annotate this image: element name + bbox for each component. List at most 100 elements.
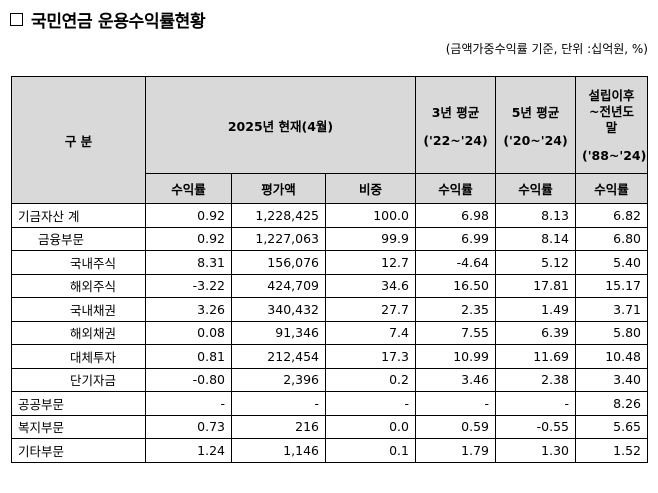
table-row: 복지부문 0.73 216 0.0 0.59 -0.55 5.65 [11, 414, 648, 439]
table-cell: 6.39 [495, 320, 576, 345]
table-cell: 2.38 [495, 367, 576, 392]
table-cell: 12.7 [325, 250, 416, 275]
table-cell: - [325, 391, 416, 416]
table-cell: 0.0 [325, 414, 416, 439]
table-cell: 0.73 [145, 414, 232, 439]
table-cell: 2.35 [415, 297, 496, 322]
row-label: 대체투자 [11, 344, 146, 369]
row-label: 해외채권 [11, 320, 146, 345]
page-title-text: 국민연금 운용수익률현황 [31, 11, 206, 32]
table-cell: 1,146 [231, 438, 326, 463]
table-cell: 340,432 [231, 297, 326, 322]
table-row: 금융부문 0.92 1,227,063 99.9 6.99 8.14 6.80 [11, 226, 648, 251]
header-avg5-period: ('20~'24) [503, 133, 568, 148]
subheader-cell: 수익률 [415, 173, 496, 204]
table-cell: - [145, 391, 232, 416]
table-cell: 99.9 [325, 226, 416, 251]
table-cell: 8.13 [495, 203, 576, 228]
table-row: 대체투자 0.81 212,454 17.3 10.99 11.69 10.48 [11, 344, 648, 369]
table-row: 기타부문 1.24 1,146 0.1 1.79 1.30 1.52 [11, 438, 648, 463]
table-cell: 1.52 [575, 438, 648, 463]
table-cell: - [231, 391, 326, 416]
subheader-cell: 수익률 [495, 173, 576, 204]
header-category: 구 분 [11, 76, 146, 204]
table-cell: -3.22 [145, 273, 232, 298]
table-cell: 1.24 [145, 438, 232, 463]
checkbox-square-icon [10, 12, 23, 26]
table-cell: 7.4 [325, 320, 416, 345]
table-cell: -0.80 [145, 367, 232, 392]
header-avg3-label: 3년 평균 [431, 105, 480, 120]
header-since-label: 설립이후 ~전년도 말 [588, 87, 635, 135]
table-cell: 100.0 [325, 203, 416, 228]
header-avg3: 3년 평균 ('22~'24) [415, 76, 496, 174]
table-cell: 156,076 [231, 250, 326, 275]
row-label: 금융부문 [11, 226, 146, 251]
table-cell: 3.71 [575, 297, 648, 322]
table-cell: 91,346 [231, 320, 326, 345]
table-cell: 3.40 [575, 367, 648, 392]
table-cell: 1,227,063 [231, 226, 326, 251]
table-cell: 3.26 [145, 297, 232, 322]
table-cell: - [415, 391, 496, 416]
table-cell: 2,396 [231, 367, 326, 392]
table-cell: 0.92 [145, 226, 232, 251]
table-cell: 11.69 [495, 344, 576, 369]
header-avg5: 5년 평균 ('20~'24) [495, 76, 576, 174]
subheader-cell: 수익률 [575, 173, 648, 204]
header-current: 2025년 현재(4월) [145, 76, 416, 174]
table-row: 단기자금 -0.80 2,396 0.2 3.46 2.38 3.40 [11, 367, 648, 392]
table-cell: -0.55 [495, 414, 576, 439]
returns-table: 구 분 2025년 현재(4월) 3년 평균 ('22~'24) 5년 평균 (… [11, 76, 648, 463]
table-cell: 1.49 [495, 297, 576, 322]
row-label: 기금자산 계 [11, 203, 146, 228]
table-cell: 8.26 [575, 391, 648, 416]
table-cell: 1.30 [495, 438, 576, 463]
table-cell: -4.64 [415, 250, 496, 275]
table-cell: 0.81 [145, 344, 232, 369]
table-cell: 212,454 [231, 344, 326, 369]
table-cell: 15.17 [575, 273, 648, 298]
subheader-cell: 비중 [325, 173, 416, 204]
table-cell: 16.50 [415, 273, 496, 298]
row-label: 복지부문 [11, 414, 146, 439]
page-title: 국민연금 운용수익률현황 [10, 6, 206, 32]
table-row: 공공부문 - - - - -8.26 [11, 391, 648, 416]
table-cell: 8.14 [495, 226, 576, 251]
header-since-period: ('88~'24) [582, 147, 647, 163]
table-cell: 6.98 [415, 203, 496, 228]
row-label: 해외주식 [11, 273, 146, 298]
header-avg3-period: ('22~'24) [423, 133, 488, 148]
table-cell: - [495, 391, 576, 416]
row-label: 국내주식 [11, 250, 146, 275]
table-cell: 8.31 [145, 250, 232, 275]
subheader-cell: 평가액 [231, 173, 326, 204]
row-label: 기타부문 [11, 438, 146, 463]
table-cell: 1,228,425 [231, 203, 326, 228]
unit-note: (금액가중수익률 기준, 단위 :십억원, %) [445, 42, 648, 56]
table-cell: 0.92 [145, 203, 232, 228]
table-cell: 216 [231, 414, 326, 439]
table-cell: 27.7 [325, 297, 416, 322]
table-cell: 6.80 [575, 226, 648, 251]
table-cell: 5.65 [575, 414, 648, 439]
table-row: 해외주식 -3.22 424,709 34.6 16.50 17.81 15.17 [11, 273, 648, 298]
row-label: 단기자금 [11, 367, 146, 392]
header-avg5-label: 5년 평균 [511, 105, 560, 120]
table-cell: 5.80 [575, 320, 648, 345]
row-label: 국내채권 [11, 297, 146, 322]
table-cell: 6.99 [415, 226, 496, 251]
header-since: 설립이후 ~전년도 말 ('88~'24) [575, 76, 648, 174]
table-cell: 10.99 [415, 344, 496, 369]
subheader-cell: 수익률 [145, 173, 232, 204]
table-cell: 0.08 [145, 320, 232, 345]
table-row: 국내주식 8.31 156,076 12.7 -4.64 5.12 5.40 [11, 250, 648, 275]
table-row: 국내채권 3.26 340,432 27.7 2.35 1.49 3.71 [11, 297, 648, 322]
table-cell: 34.6 [325, 273, 416, 298]
table-cell: 3.46 [415, 367, 496, 392]
table-cell: 0.59 [415, 414, 496, 439]
table-cell: 424,709 [231, 273, 326, 298]
table-cell: 5.40 [575, 250, 648, 275]
table-cell: 5.12 [495, 250, 576, 275]
table-cell: 0.2 [325, 367, 416, 392]
